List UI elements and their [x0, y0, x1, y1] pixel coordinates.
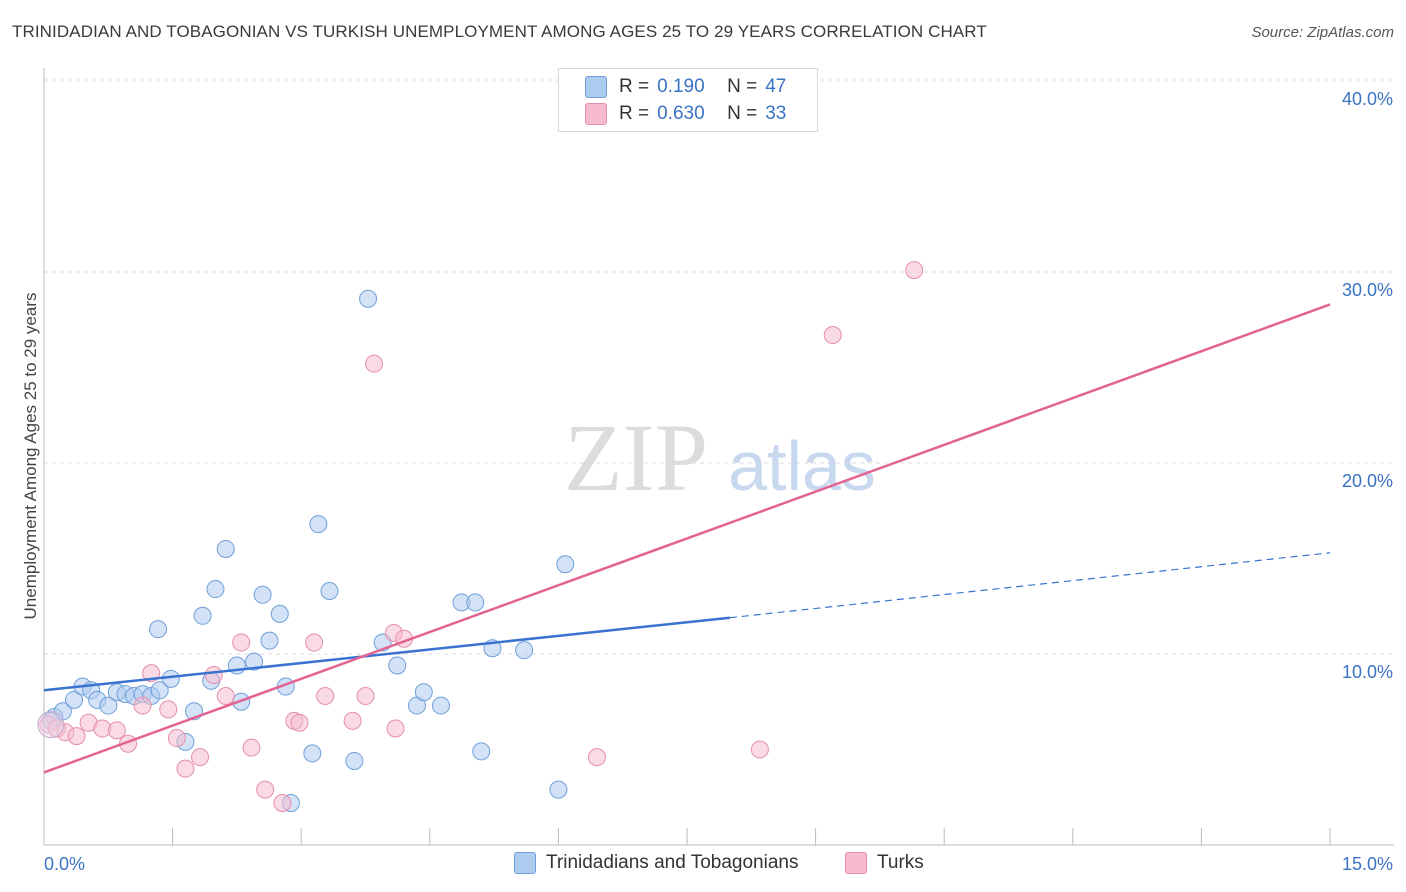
legend-swatch-turks [845, 852, 867, 874]
legend-r-value: 0.190 [657, 76, 705, 97]
legend-r-label: R = [619, 103, 650, 124]
point-turks [107, 721, 126, 740]
point-turks [133, 696, 152, 715]
y-axis-label: Unemployment Among Ages 25 to 29 years [21, 293, 40, 620]
stats-legend: R = 0.190 N = 47 R = 0.630 N = 33 [558, 68, 818, 132]
point-turks [256, 780, 275, 799]
trend-line-turks [43, 303, 1331, 774]
legend-n-label: N = [727, 103, 758, 124]
point-turks [343, 711, 362, 730]
legend-n-value: 33 [765, 103, 787, 124]
watermark: ZIP atlas [564, 404, 876, 511]
legend-n-value: 47 [765, 76, 787, 97]
point-turks [242, 738, 261, 757]
point-trinidadian [161, 669, 180, 688]
point-trinidadian [472, 742, 491, 761]
point-turks [305, 633, 324, 652]
point-turks [176, 759, 195, 778]
point-turks [750, 740, 769, 759]
point-turks [823, 326, 842, 345]
point-trinidadian [309, 515, 328, 534]
point-turks [273, 793, 292, 812]
point-trinidadian [206, 580, 225, 599]
gridlines [44, 78, 1394, 655]
point-trinidadian [466, 593, 485, 612]
legend-r-value: 0.630 [657, 103, 705, 124]
point-trinidadian [359, 289, 378, 308]
legend-swatch-trinidadians [514, 852, 536, 874]
point-trinidadian [388, 656, 407, 675]
point-trinidadian [414, 683, 433, 702]
legend-row-trinidadian: R = 0.190 N = 47 [585, 75, 787, 99]
point-trinidadian [65, 690, 84, 709]
point-trinidadian [303, 744, 322, 763]
point-turks [67, 727, 86, 746]
y-tick-label: 20.0% [1342, 471, 1393, 491]
point-turks [365, 354, 384, 373]
point-trinidadian [556, 555, 575, 574]
chart-title: TRINIDADIAN AND TOBAGONIAN VS TURKISH UN… [12, 22, 987, 41]
x-tick-label: 0.0% [44, 854, 85, 874]
point-trinidadian [253, 585, 272, 604]
axes [43, 68, 1394, 846]
point-turks [316, 687, 335, 706]
legend-swatch-turks [585, 103, 607, 125]
point-turks [232, 633, 251, 652]
legend-swatch-trinidadian [585, 76, 607, 98]
x-tick-label: 15.0% [1342, 854, 1393, 874]
point-trinidadian [193, 606, 212, 625]
point-trinidadian [149, 620, 168, 639]
legend-item-turks[interactable]: Turks [845, 852, 924, 874]
legend-n-label: N = [727, 76, 758, 97]
point-turks [587, 748, 606, 767]
point-turks [191, 748, 210, 767]
chart-source: Source: ZipAtlas.com [1251, 24, 1394, 41]
point-trinidadian [345, 751, 364, 770]
watermark-atlas: atlas [728, 427, 876, 505]
legend-row-turks: R = 0.630 N = 33 [585, 102, 787, 126]
y-tick-label: 10.0% [1342, 662, 1393, 682]
point-trinidadian [515, 641, 534, 660]
point-turks [386, 719, 405, 738]
point-turks [159, 700, 178, 719]
point-trinidadian [270, 604, 289, 623]
point-turks [905, 261, 924, 280]
y-tick-label: 30.0% [1342, 280, 1393, 300]
point-turks [167, 729, 186, 748]
point-trinidadian [431, 696, 450, 715]
point-trinidadian [245, 652, 264, 671]
point-trinidadian [99, 696, 118, 715]
point-turks [216, 687, 235, 706]
data-points [37, 261, 924, 812]
point-trinidadian [150, 681, 169, 700]
tick-labels: 10.0% 20.0% 30.0% 40.0% 0.0% 15.0% [44, 89, 1393, 874]
legend-label-trinidadians: Trinidadians and Tobagonians [546, 852, 799, 873]
series-legend: Trinidadians and Tobagonians Turks [0, 852, 1406, 878]
watermark-zip: ZIP [564, 404, 708, 511]
point-turks [290, 713, 309, 732]
trend-line-trinidadian-extension [729, 552, 1331, 619]
point-turks [204, 666, 223, 685]
trend-lines [43, 303, 1331, 774]
trend-line-trinidadian [43, 616, 730, 692]
legend-label-turks: Turks [877, 852, 924, 873]
point-trinidadian [216, 539, 235, 558]
point-turks [356, 687, 375, 706]
point-overlap [37, 711, 65, 739]
point-trinidadian [260, 631, 279, 650]
legend-r-label: R = [619, 76, 650, 97]
legend-item-trinidadians[interactable]: Trinidadians and Tobagonians [514, 852, 798, 874]
point-trinidadian [320, 581, 339, 600]
y-tick-label: 40.0% [1342, 89, 1393, 109]
point-trinidadian [549, 780, 568, 799]
